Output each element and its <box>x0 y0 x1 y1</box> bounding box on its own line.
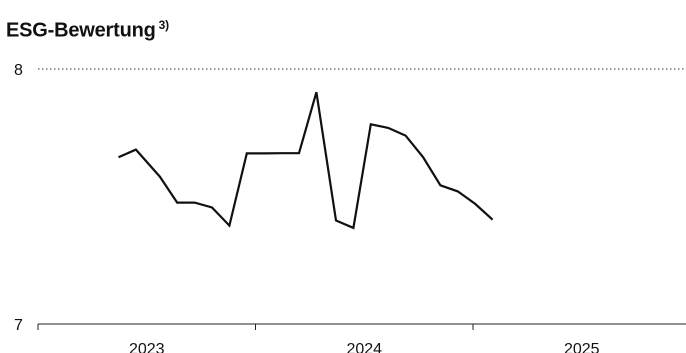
series-line <box>118 91 494 230</box>
chart-title-text: ESG-Bewertung <box>6 19 156 42</box>
chart-title: ESG-Bewertung 3) <box>6 18 169 43</box>
label-layer: 2023 2024 2025 8 7 <box>14 62 600 353</box>
series-layer <box>118 91 494 230</box>
x-tick-label: 2025 <box>564 341 600 353</box>
y-tick-label: 8 <box>14 62 23 79</box>
axis-layer <box>37 323 686 330</box>
chart-title-note: 3) <box>158 18 169 32</box>
x-tick-label: 2024 <box>346 341 382 353</box>
x-tick-label: 2023 <box>129 341 165 353</box>
y-tick-label: 7 <box>14 317 23 334</box>
